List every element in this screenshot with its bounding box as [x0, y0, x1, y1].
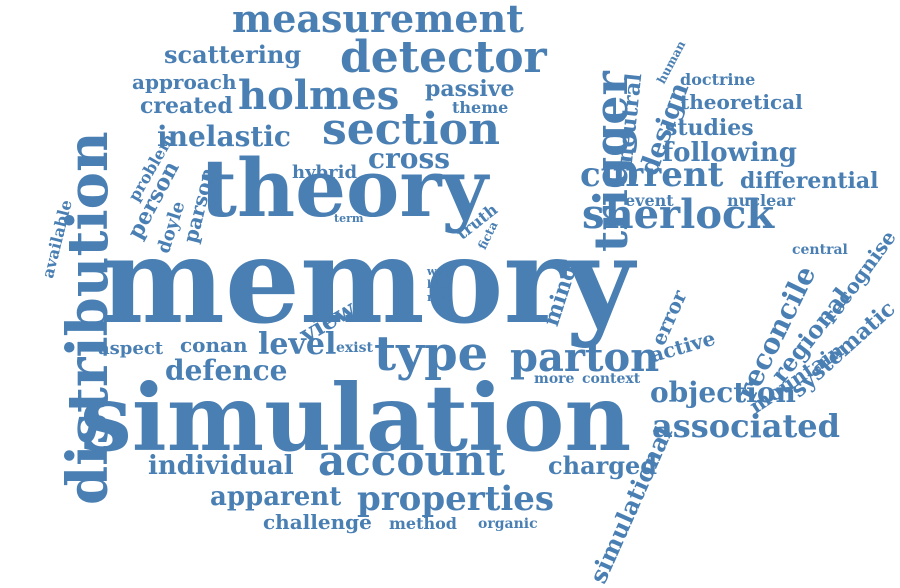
word-current: current [580, 155, 724, 195]
word-simulation: simulation [80, 364, 632, 472]
word-properties: properties [357, 479, 555, 519]
word-exist: exist [336, 340, 373, 356]
word-context: context [582, 371, 641, 387]
word-created: created [140, 93, 233, 119]
word-scattering: scattering [164, 40, 302, 69]
word-theme: theme [452, 98, 509, 117]
word-sherlock: sherlock [582, 191, 775, 238]
word-associated: associated [652, 407, 840, 445]
word-following: following [662, 138, 797, 168]
word-account: account [318, 436, 505, 485]
word-conan: conan [180, 333, 248, 357]
word-nuclear: nuclear [727, 191, 796, 210]
word-level: level [258, 327, 337, 362]
word-aspect: aspect [98, 338, 164, 359]
word-method: method [389, 514, 457, 533]
word-doctrine: doctrine [680, 70, 756, 89]
word-role: role [427, 291, 452, 304]
word-inelastic: inelastic [157, 120, 291, 153]
word-cross: cross [368, 142, 451, 175]
word-memory: memory [100, 211, 635, 350]
word-way: way [427, 265, 450, 278]
word-parton: parton [510, 334, 660, 381]
word-central: central [792, 242, 848, 258]
word-bias: bias [427, 278, 453, 291]
word-distribution: distribution [55, 131, 121, 505]
word-individual: individual [148, 451, 294, 481]
word-passive: passive [425, 76, 515, 102]
word-objection: objection [650, 376, 796, 409]
word-term: term [334, 212, 364, 225]
word-detector: detector [340, 32, 547, 83]
word-theory: theory [200, 141, 489, 235]
word-measurement: measurement [232, 0, 524, 41]
word-theoretical: theoretical [680, 90, 803, 114]
word-more: more [534, 371, 575, 387]
word-hybrid: hybrid [292, 162, 358, 183]
word-challenge: challenge [263, 510, 372, 534]
word-apparent: apparent [210, 482, 342, 512]
word-event: event [625, 191, 674, 210]
word-type: type [374, 326, 489, 382]
word-defence: defence [165, 354, 288, 387]
word-differential: differential [740, 168, 879, 194]
word-holmes: holmes [238, 72, 400, 119]
word-studies: studies [665, 115, 754, 141]
word-organic: organic [478, 516, 538, 532]
word-charged: charged [548, 451, 658, 480]
word-section: section [322, 104, 500, 155]
word-approach: approach [132, 70, 237, 94]
